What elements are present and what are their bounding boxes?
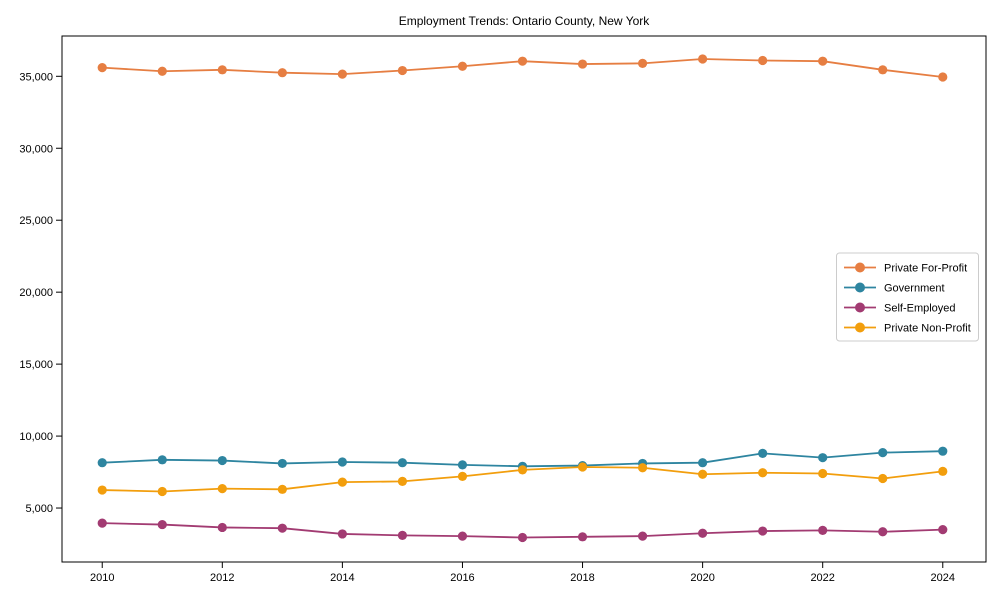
legend-box [836, 252, 979, 342]
data-point-private-for-profit [217, 65, 227, 75]
x-tick-label: 2024 [931, 572, 955, 584]
data-point-private-non-profit [698, 469, 708, 479]
legend-item-label: Self-Employed [884, 303, 956, 315]
y-tick-label: 15,000 [19, 359, 53, 371]
chart-title: Employment Trends: Ontario County, New Y… [399, 14, 651, 28]
data-point-government [938, 446, 948, 456]
data-point-private-non-profit [878, 473, 888, 484]
legend-item-label: Private Non-Profit [884, 323, 971, 335]
data-point-government [818, 453, 828, 463]
x-tick-label: 2020 [690, 572, 714, 584]
data-point-self-employed [878, 527, 888, 537]
data-point-government [157, 455, 167, 465]
data-point-private-for-profit [758, 55, 768, 66]
legend-item-self-employed: Self-Employed [844, 302, 956, 315]
y-tick-label: 10,000 [19, 431, 53, 443]
data-point-government [758, 448, 768, 458]
data-point-self-employed [698, 528, 708, 538]
data-point-government [457, 460, 468, 470]
x-tick-label: 2010 [90, 572, 114, 584]
legend-marker-dot [855, 262, 865, 273]
data-point-private-non-profit [517, 465, 528, 475]
legend-item-private-non-profit: Private Non-Profit [844, 322, 971, 335]
data-point-private-for-profit [397, 65, 408, 76]
series-self-employed [97, 518, 948, 543]
x-tick-label: 2012 [210, 572, 234, 584]
data-point-private-for-profit [97, 63, 107, 73]
data-point-private-non-profit [637, 463, 648, 473]
series-group [97, 54, 948, 543]
data-point-private-for-profit [577, 59, 588, 69]
x-tick-label: 2016 [450, 572, 474, 584]
data-point-private-non-profit [97, 485, 107, 495]
data-point-private-non-profit [277, 484, 287, 494]
x-tick-label: 2018 [570, 572, 594, 584]
data-point-self-employed [457, 531, 468, 541]
data-point-self-employed [517, 532, 528, 543]
data-point-self-employed [97, 518, 107, 528]
data-point-self-employed [938, 525, 948, 535]
data-point-self-employed [637, 531, 648, 541]
data-point-private-non-profit [938, 466, 948, 476]
data-point-self-employed [577, 532, 588, 542]
legend-marker-dot [855, 302, 865, 313]
legend-item-private-for-profit: Private For-Profit [844, 262, 967, 275]
data-point-self-employed [337, 529, 347, 539]
y-tick-label: 5,000 [25, 503, 53, 515]
y-tick-label: 35,000 [19, 71, 53, 83]
data-point-government [397, 458, 408, 468]
data-point-self-employed [277, 523, 287, 533]
legend-item-government: Government [844, 282, 945, 295]
data-point-government [698, 458, 708, 468]
data-point-private-for-profit [517, 56, 528, 66]
data-point-self-employed [397, 530, 408, 540]
data-point-private-non-profit [397, 476, 408, 487]
data-point-private-non-profit [457, 471, 468, 481]
x-tick-label: 2014 [330, 572, 354, 584]
axes: 5,000 10,000 15,000 20,000 25,000 30,000 35,00… [19, 35, 987, 584]
data-point-private-non-profit [758, 468, 768, 478]
legend-item-label: Private For-Profit [884, 263, 967, 275]
data-point-government [337, 457, 347, 467]
plot-border [61, 35, 987, 563]
data-point-private-for-profit [698, 54, 708, 64]
data-point-self-employed [758, 526, 768, 536]
data-point-private-for-profit [818, 56, 828, 66]
data-point-private-for-profit [337, 69, 347, 79]
data-point-private-non-profit [337, 477, 347, 487]
y-tick-label: 30,000 [19, 143, 53, 155]
data-point-government [217, 455, 227, 466]
data-point-private-for-profit [277, 68, 287, 78]
data-point-private-for-profit [457, 61, 468, 71]
y-tick-label: 20,000 [19, 287, 53, 299]
data-point-government [277, 458, 287, 469]
data-point-self-employed [217, 522, 227, 533]
data-point-private-non-profit [818, 468, 828, 479]
legend-item-label: Government [884, 283, 945, 295]
series-private-for-profit [97, 54, 948, 82]
data-point-government [878, 448, 888, 458]
data-point-private-for-profit [157, 66, 167, 76]
data-point-private-non-profit [577, 462, 588, 472]
series-private-non-profit [97, 462, 948, 497]
data-point-private-for-profit [637, 58, 648, 68]
data-point-private-for-profit [878, 65, 888, 75]
data-point-self-employed [157, 519, 167, 530]
legend-marker-dot [855, 282, 865, 293]
data-point-self-employed [818, 525, 828, 535]
legend-marker-dot [855, 322, 865, 333]
x-tick-label: 2022 [810, 572, 834, 584]
data-point-government [97, 458, 107, 468]
data-point-private-for-profit [938, 72, 948, 82]
y-tick-label: 25,000 [19, 215, 53, 227]
legend: Private For-Profit Government Self-Employe… [836, 252, 979, 342]
data-point-private-non-profit [157, 486, 167, 497]
data-point-private-non-profit [217, 484, 227, 494]
